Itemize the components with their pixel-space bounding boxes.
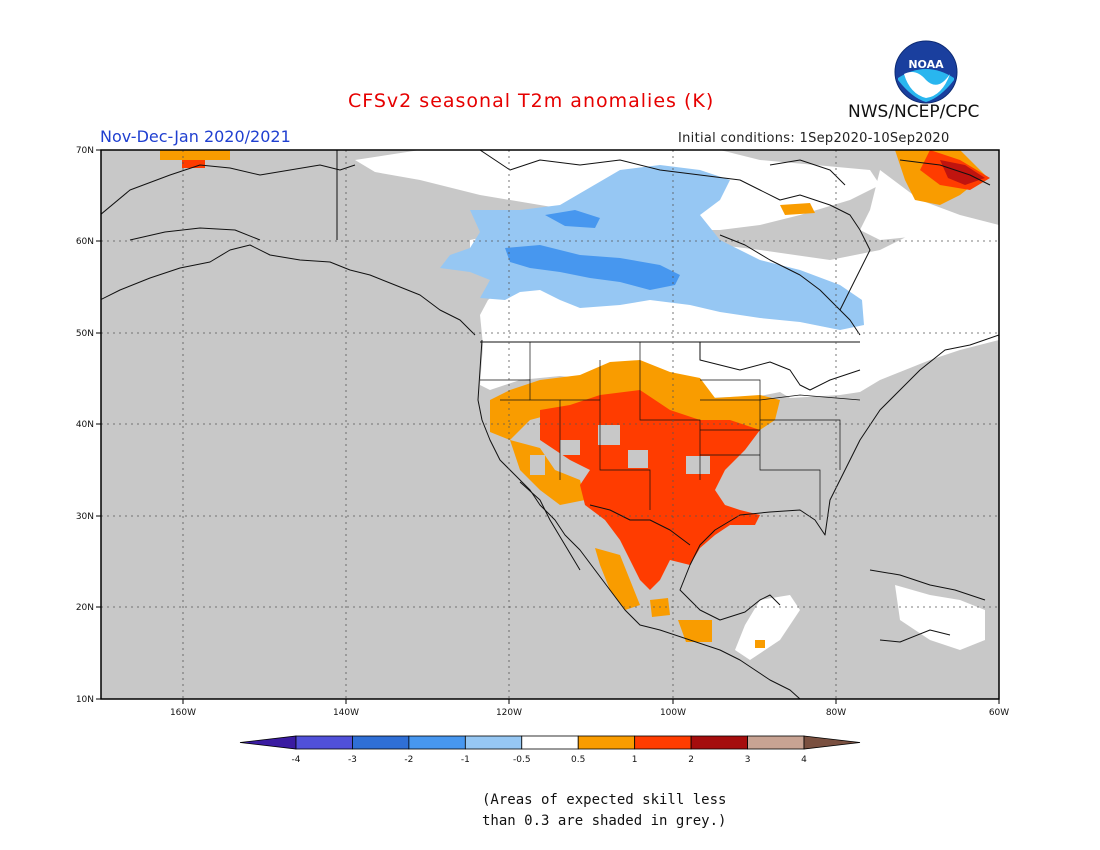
colorbar-label: 3 [745, 755, 751, 765]
lat-label: 50N [76, 329, 94, 339]
colorbar-label: -0.5 [513, 755, 531, 765]
colorbar-label: 1 [632, 755, 638, 765]
longitude-labels: 160W 140W 120W 100W 80W 60W [170, 708, 1009, 718]
season-label: Nov-Dec-Jan 2020/2021 [100, 127, 291, 146]
lon-label: 120W [496, 708, 522, 718]
lon-label: 60W [989, 708, 1009, 718]
colorbar-swatch [521, 735, 579, 750]
colorbar-swatch [464, 735, 523, 750]
colorbar-swatch [577, 735, 636, 750]
colorbar-arrow-low [239, 735, 297, 750]
colorbar-label: 4 [801, 755, 807, 765]
agency-label: NWS/NCEP/CPC [848, 102, 980, 122]
colorbar-swatch [295, 735, 353, 750]
cool-anomaly-medium [505, 210, 680, 290]
cool-anomaly-light [440, 165, 864, 330]
graticule [101, 150, 999, 699]
skill-note-line2: than 0.3 are shaded in grey.) [482, 813, 727, 829]
colorbar-label: -4 [292, 755, 301, 765]
map-title: CFSv2 seasonal T2m anomalies (K) [348, 90, 715, 112]
colorbar-swatch [634, 735, 692, 750]
lat-label: 40N [76, 420, 94, 430]
lat-label: 70N [76, 146, 94, 156]
lat-label: 30N [76, 512, 94, 522]
coastlines [101, 150, 999, 699]
lon-label: 160W [170, 708, 196, 718]
colorbar [239, 735, 861, 750]
lon-label: 140W [333, 708, 359, 718]
colorbar-label: -1 [461, 755, 470, 765]
initial-conditions-label: Initial conditions: 1Sep2020-10Sep2020 [678, 131, 950, 146]
colorbar-labels: -4 -3 -2 -1 -0.5 0.5 1 2 3 4 [292, 755, 808, 765]
colorbar-label: 2 [688, 755, 694, 765]
latitude-labels: 70N 60N 50N 40N 30N 20N 10N [76, 146, 94, 705]
lon-label: 80W [826, 708, 846, 718]
colorbar-label: -2 [404, 755, 413, 765]
low-skill-patches [530, 425, 710, 475]
colorbar-swatch [690, 735, 748, 750]
logo-text: NOAA [908, 58, 944, 71]
colorbar-swatch [352, 735, 410, 750]
colorbar-swatch [408, 735, 466, 750]
lat-label: 60N [76, 237, 94, 247]
skill-note-line1: (Areas of expected skill less [482, 792, 727, 808]
lat-label: 20N [76, 603, 94, 613]
colorbar-arrow-high [803, 735, 861, 750]
noaa-logo: NOAA [894, 40, 958, 104]
colorbar-label: -3 [348, 755, 357, 765]
lon-label: 100W [660, 708, 686, 718]
lat-label: 10N [76, 695, 94, 705]
state-borders [480, 342, 861, 520]
colorbar-label: 0.5 [571, 755, 585, 765]
colorbar-swatch [747, 735, 805, 750]
